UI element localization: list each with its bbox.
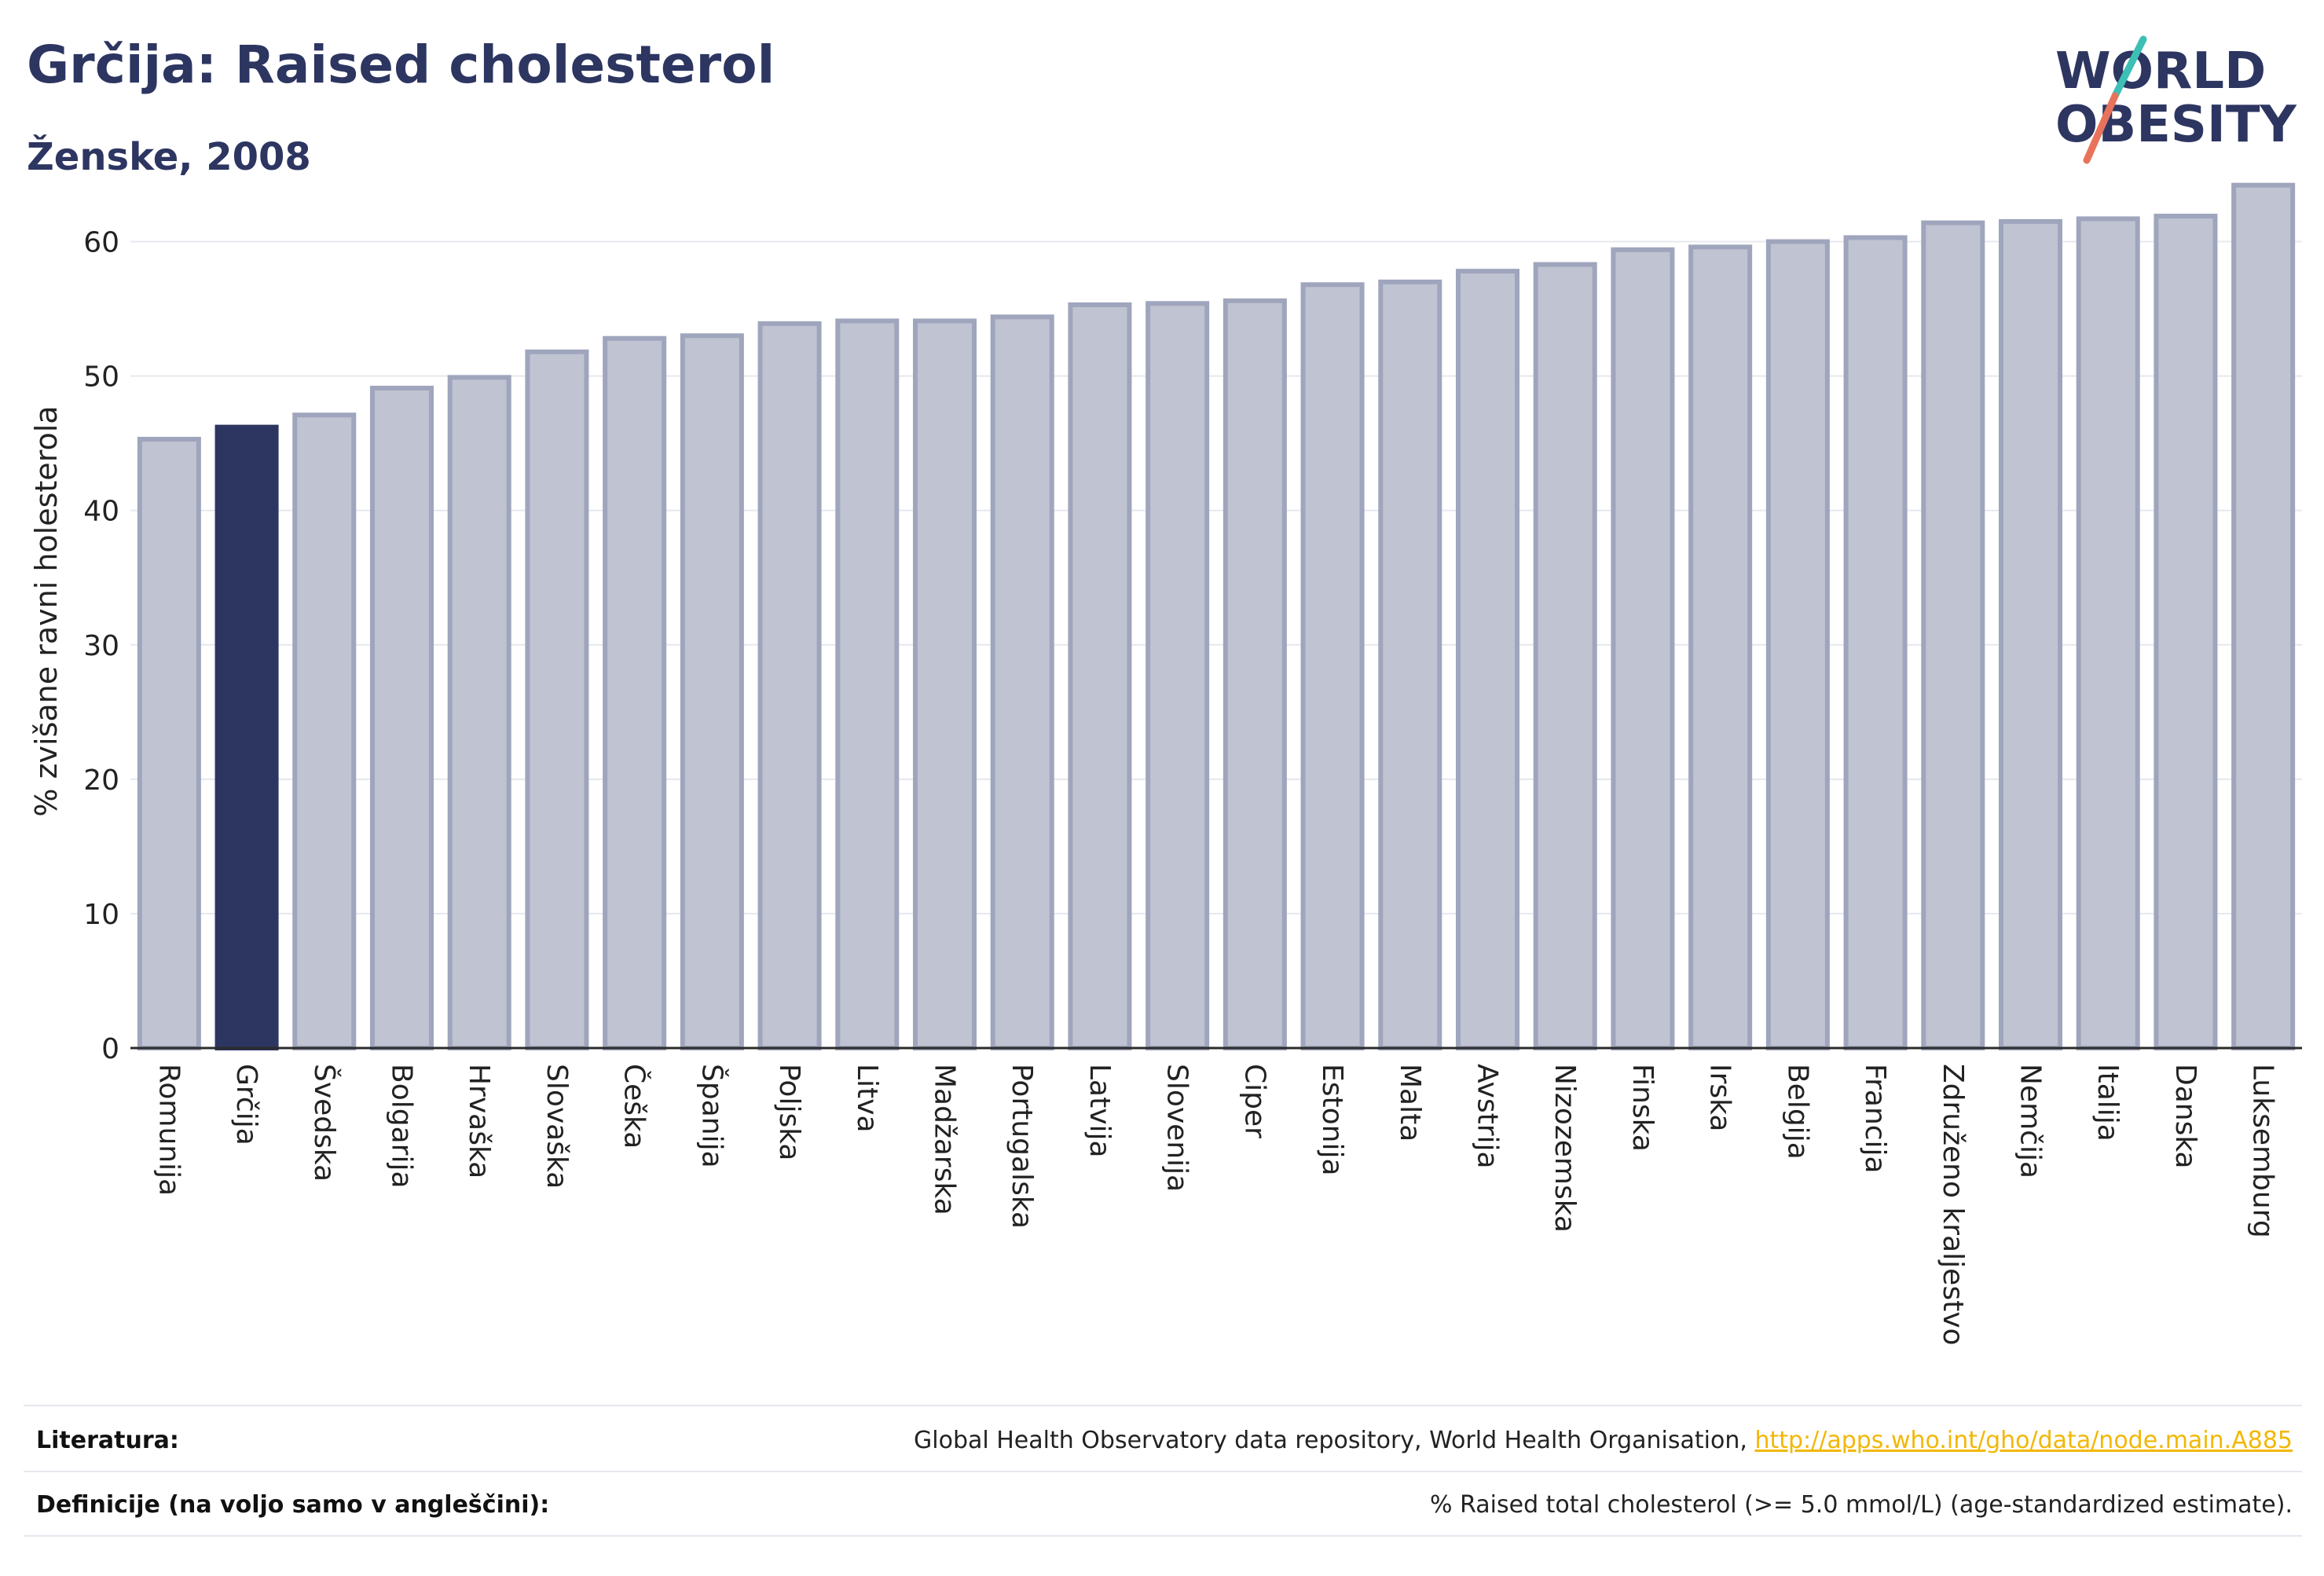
bar-nizozemska [1533,262,1597,1051]
bar-bolgarija [369,386,434,1050]
y-tick-label: 40 [83,496,119,528]
sources-link[interactable]: http://apps.who.int/gho/data/node.main.A… [1754,1427,2293,1454]
x-tick-label: Ciper [1238,1064,1270,1138]
x-tick-label: Finska [1626,1064,1659,1152]
x-tick-label: Slovenija [1161,1064,1193,1192]
x-tick-label: Španija [695,1064,728,1168]
bar-avstrija [1455,269,1520,1050]
x-tick-label: Belgija [1781,1064,1813,1160]
y-tick-labels: 0 10 20 30 40 50 60 [83,227,119,1065]
x-tick-label: Malta [1394,1064,1426,1142]
y-tick-label: 0 [101,1033,119,1065]
sources-label: Literatura: [36,1427,179,1454]
world-obesity-logo: WORLD OBESITY [2055,35,2297,164]
x-tick-label: Nizozemska [1549,1064,1581,1233]
bar-slovenija [1146,301,1210,1051]
x-tick-label: Madžarska [929,1064,961,1215]
chart-title: Grčija: Raised cholesterol [27,35,775,95]
bar-irska [1688,244,1753,1050]
definitions-value: % Raised total cholesterol (>= 5.0 mmol/… [1430,1491,2293,1519]
x-tick-label: Hrvaška [463,1064,495,1178]
footer-divider-bottom [24,1535,2302,1537]
x-tick-label: Italija [2091,1064,2124,1142]
logo-slash-teal [2111,35,2147,100]
sources-text: Global Health Observatory data repositor… [914,1427,1755,1454]
x-tick-label: Portugalska [1006,1064,1038,1229]
x-tick-label: Luksemburg [2247,1064,2279,1238]
x-tick-label: Poljska [773,1064,805,1161]
y-tick-label: 20 [83,764,119,797]
bar-češka [603,335,667,1050]
bars [137,182,2296,1051]
x-tick-label: Slovaška [541,1064,573,1189]
bar-litva [835,318,900,1051]
bar-latvija [1068,302,1132,1050]
bar-grčija [214,424,279,1050]
x-tick-labels: Romunija Grčija Švedska Bolgarija Hrvaška Slo… [152,1064,2278,1346]
sources-value: Global Health Observatory data repositor… [914,1427,2293,1454]
bar-hrvaška [447,375,511,1050]
bar-danska [2154,214,2218,1051]
y-tick-label: 50 [83,361,119,394]
bar-ciper [1222,298,1287,1050]
bar-finska [1611,247,1675,1050]
x-tick-label: Romunija [152,1064,185,1196]
x-tick-label: Irska [1704,1064,1736,1131]
bar-madžarska [912,318,977,1051]
x-tick-label: Danska [2169,1064,2201,1169]
bar-luksemburg [2231,182,2296,1050]
x-tick-label: Bolgarija [386,1064,418,1189]
chart-subtitle: Ženske, 2008 [27,135,311,179]
y-axis-label: % zvišane ravni holesterola [29,405,64,816]
x-tick-label: Združeno kraljestvo [1937,1064,1969,1346]
bar-romunija [137,437,201,1050]
bar-poljska [757,321,822,1050]
x-tick-label: Češka [618,1064,651,1149]
definitions-label: Definicije (na voljo samo v angleščini): [36,1491,550,1519]
x-tick-label: Avstrija [1472,1064,1504,1169]
bar-italija [2076,216,2140,1050]
bar-chart: 0 10 20 30 40 50 60 Romunija Grčija Švedska Bolga… [29,182,2302,1346]
bar-španija [680,333,744,1050]
bar-malta [1378,279,1442,1051]
footer-divider-top [24,1405,2302,1406]
footer-divider-middle [24,1471,2302,1472]
bar-švedska [292,412,357,1050]
y-tick-label: 10 [83,899,119,931]
x-tick-label: Nemčija [2014,1064,2047,1178]
x-tick-label: Estonija [1316,1064,1348,1176]
bar-slovaška [525,349,589,1050]
x-tick-label: Švedska [308,1064,341,1182]
y-tick-label: 30 [83,630,119,662]
bar-belgija [1765,239,1830,1050]
bar-portugalska [990,314,1054,1050]
x-tick-label: Grčija [230,1064,262,1145]
bar-francija [1843,235,1908,1051]
bar-združeno-kraljestvo [1921,220,1985,1051]
x-tick-label: Latvija [1083,1064,1116,1158]
y-tick-label: 60 [83,227,119,259]
logo-word-world: WORLD [2055,42,2266,101]
bar-estonija [1300,282,1365,1050]
bar-nemčija [1998,218,2063,1050]
logo-slash-coral [2083,92,2119,164]
x-tick-label: Francija [1859,1064,1891,1174]
x-tick-label: Litva [851,1064,883,1133]
